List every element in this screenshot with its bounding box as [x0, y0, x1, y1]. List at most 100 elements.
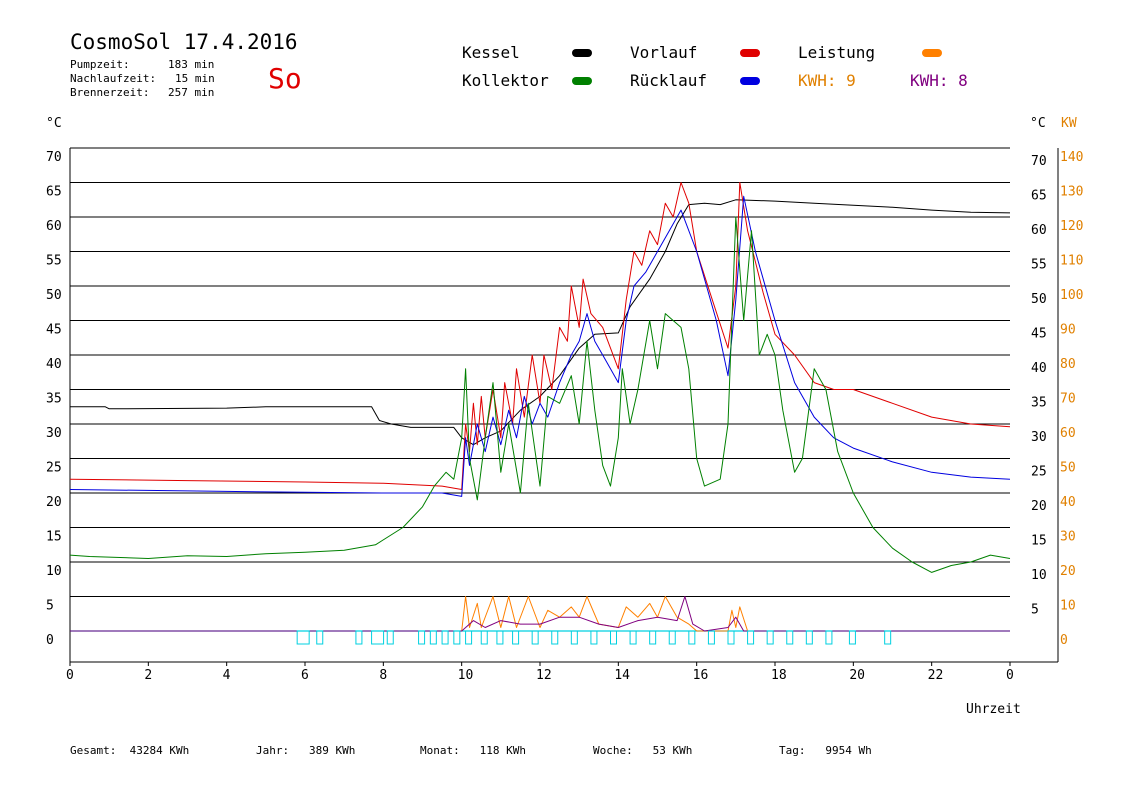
pump-marker-22 — [707, 630, 715, 645]
y-tick-left-55: 55 — [46, 254, 62, 269]
x-tick-1: 2 — [144, 668, 152, 683]
pump-marker-1 — [316, 630, 324, 645]
kw-tick-100: 100 — [1060, 288, 1083, 303]
pump-marker-16 — [590, 630, 598, 645]
x-tick-11: 22 — [928, 668, 944, 683]
y-tick-left-0: 0 — [46, 633, 54, 648]
legend-ruecklauf-label: Rücklauf — [630, 71, 708, 90]
series-line-1 — [69, 182, 1011, 490]
pump-marker-3 — [371, 630, 385, 645]
pump-marker-15 — [570, 630, 578, 645]
kw-tick-50: 50 — [1060, 461, 1076, 476]
kw-tick-110: 110 — [1060, 254, 1083, 269]
y-tick-right-40: 40 — [1031, 361, 1047, 376]
info-brennerzeit-value: 257 min — [168, 86, 215, 99]
left-axis-unit: °C — [46, 116, 62, 131]
pump-marker-12 — [512, 630, 520, 645]
series-line-2 — [69, 195, 1011, 497]
y-tick-left-20: 20 — [46, 495, 62, 510]
footer-woche: Woche: 53 KWh — [593, 744, 693, 757]
y-tick-left-30: 30 — [46, 426, 62, 441]
series-line-3 — [69, 216, 1011, 573]
kw-tick-120: 120 — [1060, 219, 1083, 234]
kw-tick-20: 20 — [1060, 564, 1076, 579]
x-tick-6: 12 — [536, 668, 552, 683]
y-tick-right-30: 30 — [1031, 430, 1047, 445]
legend-kessel-swatch — [572, 49, 592, 57]
y-tick-right-25: 25 — [1031, 465, 1047, 480]
pump-marker-21 — [688, 630, 696, 645]
y-tick-right-55: 55 — [1031, 258, 1047, 273]
y-tick-right-20: 20 — [1031, 499, 1047, 514]
pump-marker-18 — [629, 630, 637, 645]
y-tick-left-45: 45 — [46, 323, 62, 338]
y-tick-left-15: 15 — [46, 530, 62, 545]
right-axis-unit-kw: KW — [1061, 116, 1077, 131]
series-line-0 — [70, 199, 1011, 446]
kw-tick-40: 40 — [1060, 495, 1076, 510]
pump-marker-27 — [805, 630, 813, 645]
kw-tick-90: 90 — [1060, 323, 1076, 338]
x-tick-10: 20 — [849, 668, 865, 683]
pump-marker-24 — [747, 630, 755, 645]
pump-marker-6 — [429, 630, 437, 645]
kw-tick-80: 80 — [1060, 357, 1076, 372]
y-tick-left-10: 10 — [46, 564, 62, 579]
legend-ruecklauf-swatch — [740, 77, 760, 85]
kw-tick-0: 0 — [1060, 633, 1068, 648]
pump-marker-2 — [355, 630, 363, 645]
x-tick-5: 10 — [458, 668, 474, 683]
legend-vorlauf-swatch — [740, 49, 760, 57]
y-tick-left-60: 60 — [46, 219, 62, 234]
kw-tick-10: 10 — [1060, 599, 1076, 614]
pump-marker-25 — [766, 630, 774, 645]
pump-marker-20 — [668, 630, 676, 645]
info-brennerzeit-label: Brennerzeit: — [70, 86, 150, 99]
pump-marker-7 — [441, 630, 449, 645]
y-tick-right-60: 60 — [1031, 223, 1047, 238]
legend-leistung-label: Leistung — [798, 43, 876, 62]
pump-marker-8 — [453, 630, 461, 645]
kw-tick-30: 30 — [1060, 530, 1076, 545]
pump-marker-17 — [610, 630, 617, 645]
pump-marker-19 — [649, 630, 657, 645]
y-tick-left-65: 65 — [46, 185, 62, 200]
x-axis-label: Uhrzeit — [966, 702, 1021, 717]
kw-tick-60: 60 — [1060, 426, 1076, 441]
pump-marker-26 — [786, 630, 794, 645]
pump-marker-28 — [825, 630, 833, 645]
y-tick-right-5: 5 — [1031, 603, 1039, 618]
y-tick-left-40: 40 — [46, 357, 62, 372]
pump-marker-0 — [296, 630, 310, 645]
x-tick-0: 0 — [66, 668, 74, 683]
info-pumpzeit-label: Pumpzeit: — [70, 58, 130, 71]
pump-marker-5 — [418, 630, 426, 645]
pump-marker-13 — [531, 630, 539, 645]
y-tick-right-45: 45 — [1031, 327, 1047, 342]
legend-leistung-swatch — [922, 49, 942, 57]
footer-gesamt: Gesamt: 43284 KWh — [70, 744, 190, 757]
series-line-4 — [70, 596, 1010, 632]
pump-marker-14 — [551, 630, 559, 645]
x-tick-3: 6 — [301, 668, 309, 683]
info-nachlaufzeit-value: 15 min — [175, 72, 215, 85]
x-tick-12: 0 — [1006, 668, 1014, 683]
kwh-purple-label: KWH: 8 — [910, 71, 968, 90]
y-tick-right-15: 15 — [1031, 534, 1047, 549]
right-axis-unit-celsius: °C — [1030, 116, 1046, 131]
pump-marker-23 — [727, 630, 735, 645]
y-tick-right-70: 70 — [1031, 154, 1047, 169]
page-title: CosmoSol 17.4.2016 — [70, 30, 298, 54]
y-tick-right-10: 10 — [1031, 568, 1047, 583]
y-tick-left-35: 35 — [46, 392, 62, 407]
weekday-label: So — [268, 62, 302, 95]
footer-monat: Monat: 118 KWh — [420, 744, 526, 757]
pump-marker-9 — [465, 630, 473, 645]
kw-tick-70: 70 — [1060, 392, 1076, 407]
legend-kollektor-swatch — [572, 77, 592, 85]
legend-kollektor-label: Kollektor — [462, 71, 549, 90]
kw-tick-140: 140 — [1060, 150, 1083, 165]
kw-tick-130: 130 — [1060, 185, 1083, 200]
y-tick-right-35: 35 — [1031, 396, 1047, 411]
x-tick-7: 14 — [614, 668, 630, 683]
